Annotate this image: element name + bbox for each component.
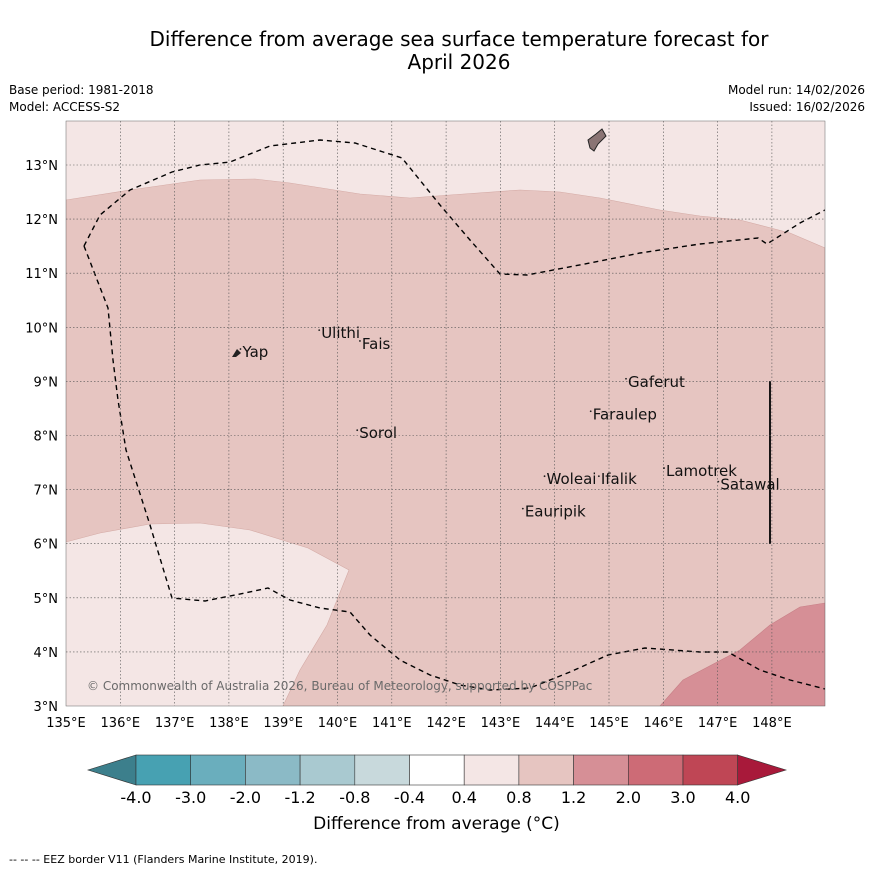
lat-tick-label: 11°N [25, 267, 58, 282]
yap-island [232, 349, 241, 357]
colorbar-segment [299, 754, 356, 786]
lon-tick-label: 147°E [698, 716, 738, 731]
title-line-1: Difference from average sea surface temp… [149, 27, 769, 51]
place-label: Lamotrek [666, 462, 737, 480]
place-label: Satawal [720, 476, 779, 494]
colorbar-extend-high [737, 754, 788, 786]
place-marker [359, 340, 361, 342]
lon-tick-label: 138°E [209, 716, 249, 731]
place-label: Ulithi [321, 324, 360, 342]
lon-tick-label: 140°E [318, 716, 358, 731]
place-marker [543, 475, 546, 478]
lat-tick-label: 6°N [34, 538, 59, 553]
place-label: Woleai [547, 470, 597, 488]
place-label: Yap [241, 343, 268, 361]
base-period: Base period: 1981-2018 [9, 83, 154, 97]
place-label: Faraulep [593, 405, 657, 423]
lon-tick-label: 146°E [644, 716, 684, 731]
colorbar-tick-label: -1.2 [284, 788, 315, 807]
meta-left: Base period: 1981-2018 Model: ACCESS-S2 [9, 82, 154, 116]
colorbar-tick-label: 0.8 [506, 788, 531, 807]
colorbar-segment [354, 754, 410, 786]
meta-right: Model run: 14/02/2026 Issued: 16/02/2026 [728, 82, 865, 116]
lon-tick-label: 135°E [46, 716, 86, 731]
graticule [66, 121, 825, 706]
place-label: Sorol [359, 424, 397, 442]
lat-tick-label: 5°N [34, 592, 59, 607]
map-frame [65, 120, 826, 707]
latitude-labels: 3°N 4°N 5°N 6°N 7°N 8°N 9°N 10°N 11°N 12°N 13°N [25, 159, 58, 715]
colorbar-segment [135, 754, 192, 786]
colorbar-tick-label: -2.0 [230, 788, 261, 807]
place-marker [356, 429, 359, 432]
colorbar-tick-label: -0.4 [394, 788, 425, 807]
model-name: Model: ACCESS-S2 [9, 100, 121, 114]
lon-tick-label: 145°E [589, 716, 629, 731]
lat-tick-label: 7°N [34, 484, 59, 499]
colorbar-extend-low [86, 754, 137, 786]
place-marker [597, 475, 600, 478]
guam-island [587, 128, 607, 152]
lat-tick-label: 4°N [34, 646, 59, 661]
colorbar-segment [190, 754, 246, 786]
colorbar-segment [573, 754, 629, 786]
lat-tick-label: 3°N [34, 700, 59, 715]
lon-tick-label: 141°E [372, 716, 412, 731]
place-label: Gaferut [628, 373, 685, 391]
colorbar-tick-label: 0.4 [451, 788, 476, 807]
lon-tick-label: 148°E [752, 716, 792, 731]
colorbar-tick-label: -4.0 [120, 788, 151, 807]
lat-tick-label: 13°N [25, 159, 58, 174]
colorbar-segment [627, 754, 684, 786]
lon-tick-label: 139°E [263, 716, 303, 731]
place-marker [521, 507, 524, 510]
colorbar-segment [518, 754, 574, 786]
colorbar-tick-label: 3.0 [670, 788, 695, 807]
anomaly-1.2-2.0-region [659, 602, 825, 706]
lat-tick-label: 9°N [34, 375, 59, 390]
lon-tick-label: 144°E [535, 716, 575, 731]
colorbar-segment [245, 754, 301, 786]
anomaly-0.8-1.2-region [66, 178, 825, 706]
place-marker [239, 348, 242, 350]
colorbar-segment [463, 754, 520, 786]
eez-footer-note: -- -- -- EEZ border V11 (Flanders Marine… [9, 853, 318, 866]
lon-tick-label: 137°E [155, 716, 195, 731]
colorbar-tick-label: 4.0 [725, 788, 750, 807]
lat-tick-label: 12°N [25, 213, 58, 228]
copyright-text: © Commonwealth of Australia 2026, Bureau… [87, 679, 592, 693]
title-line-2: April 2026 [407, 50, 511, 74]
model-run: Model run: 14/02/2026 [727, 83, 865, 97]
place-marker [663, 467, 665, 469]
colorbar-segment [409, 754, 465, 786]
issued-date: Issued: 16/02/2026 [749, 100, 865, 114]
lon-tick-label: 136°E [101, 716, 141, 731]
longitude-labels: 135°E 136°E 137°E 138°E 139°E 140°E 141°E 142°E… [46, 716, 791, 731]
colorbar-label: Difference from average (°C) [313, 814, 560, 834]
lon-tick-label: 142°E [426, 716, 466, 731]
place-label: Eauripik [525, 503, 586, 521]
colorbar-tick-label: 1.2 [561, 788, 586, 807]
place-label: Ifalik [601, 470, 637, 488]
place-marker [318, 329, 321, 332]
place-label: Fais [362, 335, 391, 353]
lat-tick-label: 8°N [34, 430, 59, 445]
place-marker [717, 480, 720, 483]
lat-tick-label: 10°N [25, 321, 58, 336]
colorbar-tick-label: -0.8 [339, 788, 370, 807]
place-marker [589, 410, 592, 413]
colorbar-tick-label: 2.0 [616, 788, 641, 807]
colorbar-segment [682, 754, 739, 786]
lon-tick-label: 143°E [481, 716, 521, 731]
colorbar: -4.0 -3.0 -2.0 -1.2 -0.8 -0.4 0.4 0.8 1.2 2.0 3.0 4… [86, 754, 788, 807]
eez-border [83, 139, 825, 691]
map-title: Difference from average sea surface temp… [0, 28, 873, 74]
place-marker [625, 377, 627, 380]
colorbar-tick-label: -3.0 [175, 788, 206, 807]
